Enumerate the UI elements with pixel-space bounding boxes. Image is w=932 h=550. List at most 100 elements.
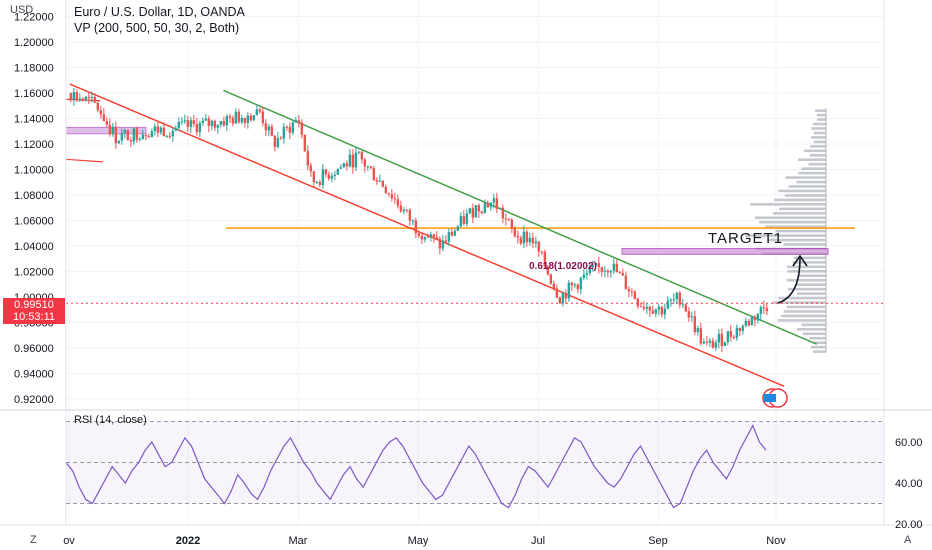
rsi-tick-label: 60.00 [895, 437, 923, 449]
candle-down [630, 291, 634, 293]
indicator-title[interactable]: VP (200, 500, 50, 30, 2, Both) [74, 21, 240, 35]
volume-profile-bar [801, 323, 826, 327]
candle-down [135, 128, 139, 140]
time-tick-label: Jul [531, 535, 545, 547]
candle-down [288, 127, 292, 133]
candle-down [546, 266, 550, 275]
candle-down [285, 126, 289, 128]
rsi-band-fill [66, 421, 884, 504]
candle-up [702, 341, 706, 344]
candle-down [420, 236, 424, 240]
candle-down [297, 120, 301, 123]
candle-down [87, 96, 91, 98]
candle-down [555, 288, 559, 298]
candle-up [561, 292, 565, 304]
candle-down [705, 341, 709, 343]
candle-down [426, 236, 430, 238]
candle-up [645, 306, 649, 309]
candle-down [537, 241, 541, 252]
candle-up [423, 236, 427, 240]
candle-down [237, 111, 241, 123]
candle-up [759, 307, 763, 315]
target-arrow-head [792, 254, 808, 267]
candle-up [594, 262, 598, 266]
candle-up [726, 331, 730, 343]
candle-down [729, 331, 733, 337]
candle-down [711, 340, 715, 348]
candle-up [180, 121, 184, 123]
candle-up [534, 241, 538, 244]
volume-profile-bar [783, 310, 826, 313]
price-tick-label: 0.92000 [14, 394, 54, 406]
candle-up [681, 304, 685, 306]
candle-down [477, 205, 481, 212]
flag-icon-body [764, 394, 776, 402]
candle-down [228, 116, 232, 118]
symbol-title[interactable]: Euro / U.S. Dollar, 1D, OANDA [74, 5, 245, 19]
candle-down [651, 310, 655, 314]
candle-down [414, 220, 418, 234]
candle-down [102, 114, 106, 122]
volume-profile-bar [796, 180, 826, 184]
candle-up [240, 117, 244, 123]
candle-down [627, 288, 631, 292]
candle-up [282, 126, 286, 139]
candle-down [471, 208, 475, 218]
countdown-label: 10:53:11 [12, 311, 55, 323]
volume-profile-bar [802, 332, 826, 336]
candle-down [684, 304, 688, 312]
candle-up [252, 115, 256, 121]
candle-up [177, 121, 181, 128]
volume-profile-bar [810, 145, 826, 148]
candle-down [249, 115, 253, 121]
candle-down [513, 228, 517, 237]
volume-profile-bar [809, 336, 826, 340]
candle-down [615, 263, 619, 272]
target-zone [621, 248, 829, 255]
candle-down [504, 218, 508, 220]
volume-profile-bar [787, 270, 826, 273]
chart-legend: Euro / U.S. Dollar, 1D, OANDA VP (200, 5… [74, 4, 245, 36]
candle-up [756, 314, 760, 321]
zoom-icon[interactable]: Z [30, 534, 37, 546]
candle-up [123, 129, 127, 134]
candle-down [192, 120, 196, 125]
candle-up [603, 270, 607, 272]
candle-up [255, 109, 259, 116]
volume-profile-bar [786, 265, 826, 269]
volume-profile-bar [778, 189, 826, 193]
price-tick-label: 1.02000 [14, 267, 54, 279]
time-tick-label: Sep [648, 535, 668, 547]
price-tick-label: 1.08000 [14, 190, 54, 202]
rsi-line [65, 424, 767, 509]
candle-up [120, 133, 124, 141]
candle-down [543, 251, 547, 267]
volume-profile-bar [777, 319, 826, 322]
auto-scale-button[interactable]: A [904, 534, 912, 546]
candle-down [699, 328, 703, 344]
candle-up [675, 292, 679, 300]
currency-label: USD [10, 4, 34, 16]
candle-down [186, 120, 190, 127]
candle-down [600, 267, 604, 272]
candle-up [204, 118, 208, 121]
price-tick-label: 1.04000 [14, 241, 54, 253]
volume-profile-bar [812, 122, 826, 126]
candle-up [573, 284, 577, 286]
time-tick-label: Mar [289, 535, 308, 547]
rsi-legend[interactable]: RSI (14, close) [74, 414, 147, 426]
candle-up [492, 198, 496, 203]
candle-up [330, 175, 334, 179]
candle-down [624, 275, 628, 289]
candle-down [393, 198, 397, 200]
candle-down [372, 167, 376, 181]
volume-profile-bar [779, 207, 826, 211]
candle-down [462, 216, 466, 225]
candle-down [375, 180, 379, 182]
candle-up [447, 232, 451, 242]
candle-down [231, 117, 235, 124]
candle-down [162, 127, 166, 137]
candle-down [303, 134, 307, 152]
candle-down [384, 186, 388, 194]
